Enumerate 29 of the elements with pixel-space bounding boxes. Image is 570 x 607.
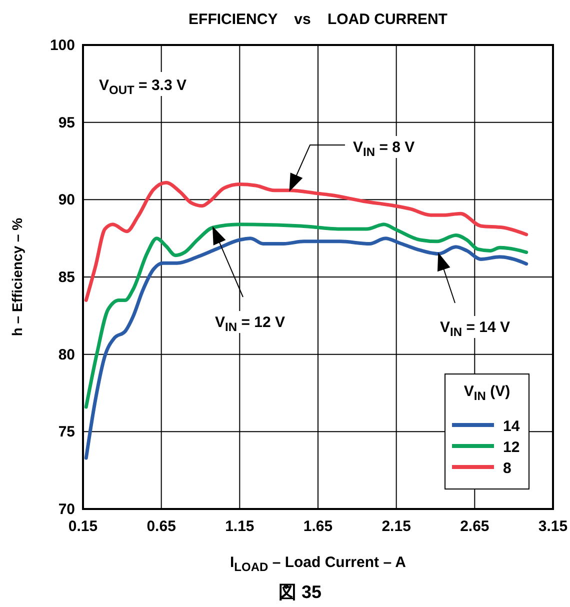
y-tick-label: 80 (58, 346, 75, 364)
x-axis-title: I$_{LOAD}$ – Load Current – A (230, 554, 406, 574)
legend-title: V$_{IN}$ (V) (464, 383, 510, 403)
y-tick-label: 85 (58, 269, 75, 286)
line-series (84, 222, 528, 409)
annotation: V$_{IN}$ = 14 V (440, 319, 510, 339)
y-tick-label: 90 (58, 192, 75, 209)
y-tick-label: 70 (58, 501, 75, 518)
line-series (84, 236, 528, 460)
x-tick-label: 3.15 (538, 518, 568, 535)
legend-label: 14 (503, 418, 520, 435)
y-tick-label: 75 (58, 424, 75, 441)
x-tick-label: 0.15 (68, 518, 98, 535)
line-series (84, 180, 528, 302)
caption: 図 35 (278, 582, 322, 602)
x-tick-label: 1.15 (225, 518, 254, 535)
x-tick-label: 1.65 (303, 518, 333, 535)
chart-title: EFFICIENCY vs LOAD CURRENT (188, 11, 448, 28)
annotation: V$_{IN}$ = 8 V (353, 139, 415, 159)
x-tick-label: 0.65 (146, 518, 176, 535)
legend-label: 12 (503, 439, 520, 456)
y-axis-title: h – Efficiency – % (9, 217, 25, 336)
x-tick-label: 2.15 (382, 518, 411, 535)
annotation: V$_{OUT}$= 3.3 V (99, 77, 186, 97)
y-tick-label: 95 (58, 114, 75, 132)
y-tick-label: 100 (50, 37, 75, 54)
legend-label: 8 (503, 460, 512, 477)
annotation: V$_{IN}$ = 12 V (215, 314, 285, 334)
x-tick-label: 2.65 (460, 518, 490, 535)
